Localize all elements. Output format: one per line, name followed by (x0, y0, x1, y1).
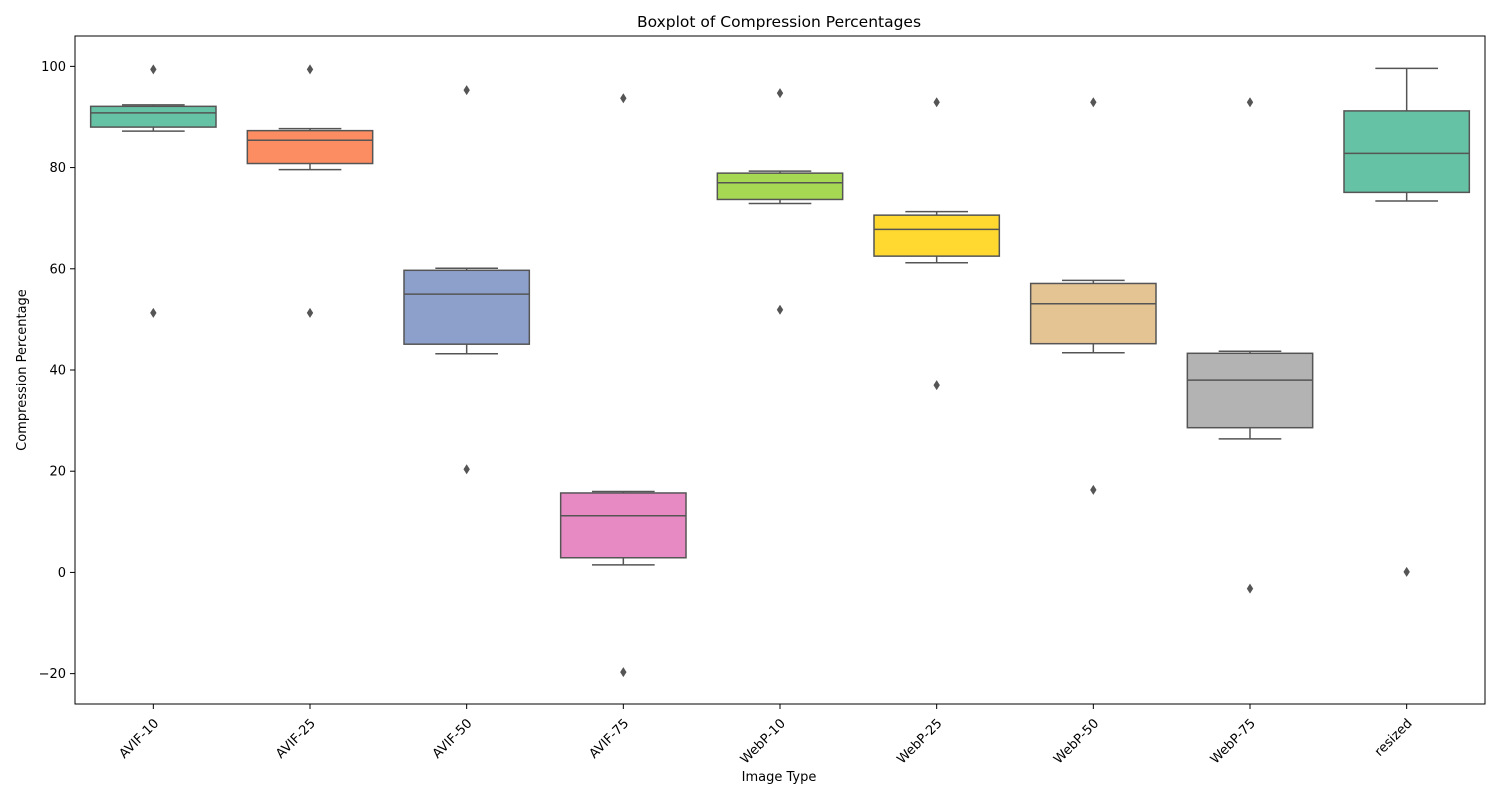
box-group-webp-50 (1029, 97, 1157, 495)
outlier-point (1246, 583, 1254, 594)
boxes-layer (89, 64, 1471, 678)
outlier-point (1403, 566, 1410, 577)
y-tick-label: 80 (49, 161, 66, 176)
y-tick-label: 60 (49, 262, 66, 277)
outlier-point (933, 380, 940, 391)
box-iqr (873, 214, 1001, 257)
box-iqr (403, 269, 531, 345)
x-axis-label: Image Type (742, 770, 817, 785)
y-tick-label: −20 (39, 667, 66, 682)
outlier-point (776, 88, 784, 99)
box-group-avif-10 (89, 64, 217, 318)
outlier-point (620, 93, 627, 104)
box-group-webp-75 (1186, 97, 1314, 594)
box-iqr (1029, 282, 1157, 345)
box-iqr (89, 105, 217, 128)
outlier-point (1090, 484, 1097, 495)
outlier-point (306, 307, 314, 318)
y-axis-label: Compression Percentage (15, 289, 30, 451)
chart-title: Boxplot of Compression Percentages (637, 13, 921, 31)
y-tick-label: 0 (58, 566, 66, 581)
box-group-avif-50 (403, 85, 531, 475)
box-group-avif-75 (559, 93, 687, 678)
outlier-point (1246, 97, 1254, 108)
y-tick-label: 100 (41, 60, 66, 75)
outlier-point (620, 667, 627, 678)
outlier-point (306, 64, 314, 75)
box-iqr (1343, 110, 1471, 194)
box-group-resized (1343, 67, 1471, 577)
box-iqr (246, 129, 374, 165)
outlier-point (463, 464, 470, 475)
y-tick-label: 40 (49, 364, 66, 379)
outlier-point (776, 304, 784, 315)
y-tick-label: 20 (49, 465, 66, 480)
box-group-webp-10 (716, 88, 844, 315)
box-iqr (1186, 352, 1314, 429)
box-group-webp-25 (873, 97, 1001, 391)
box-group-avif-25 (246, 64, 374, 318)
outlier-point (463, 85, 470, 96)
outlier-point (150, 307, 157, 318)
box-iqr (716, 172, 844, 201)
outlier-point (1090, 97, 1097, 108)
box-iqr (559, 492, 687, 559)
outlier-point (150, 64, 157, 75)
outlier-point (933, 97, 940, 108)
